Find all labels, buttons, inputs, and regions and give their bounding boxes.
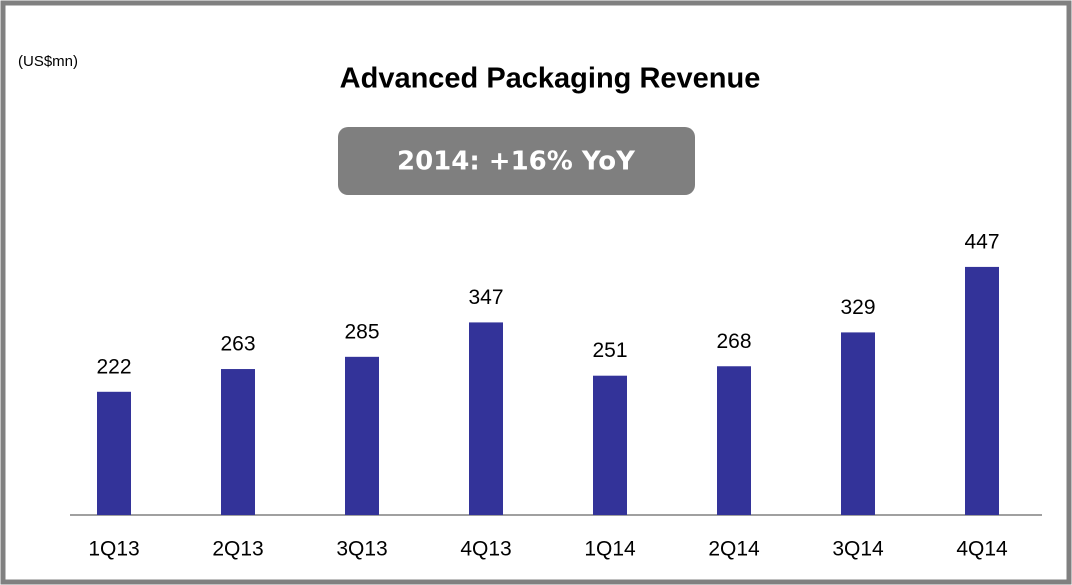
unit-label: (US$mn) xyxy=(18,53,78,70)
bar xyxy=(469,322,503,515)
data-label: 285 xyxy=(344,320,379,343)
x-tick-label: 1Q14 xyxy=(584,538,636,561)
data-label: 222 xyxy=(96,355,131,378)
bar xyxy=(841,332,875,515)
x-tick-label: 4Q13 xyxy=(460,538,511,561)
bar xyxy=(717,366,751,515)
x-tick-label: 1Q13 xyxy=(88,538,139,561)
x-tick-label: 4Q14 xyxy=(956,538,1008,561)
chart-title: Advanced Packaging Revenue xyxy=(340,63,761,95)
bar xyxy=(221,369,255,515)
data-label: 263 xyxy=(220,333,255,356)
bar xyxy=(965,266,999,515)
x-tick-label: 2Q14 xyxy=(708,538,760,561)
bar xyxy=(97,391,131,515)
x-tick-label: 3Q14 xyxy=(832,538,884,561)
data-label: 347 xyxy=(468,286,503,309)
annotation-box xyxy=(338,127,695,195)
data-label: 268 xyxy=(716,330,751,353)
annotation: 2014: +16% YoY xyxy=(397,147,636,177)
data-label: 329 xyxy=(840,296,875,319)
data-label: 447 xyxy=(964,230,999,253)
bar xyxy=(593,375,627,515)
data-label: 251 xyxy=(592,339,627,362)
x-tick-label: 2Q13 xyxy=(212,538,263,561)
x-tick-label: 3Q13 xyxy=(336,538,387,561)
bar xyxy=(345,356,379,515)
